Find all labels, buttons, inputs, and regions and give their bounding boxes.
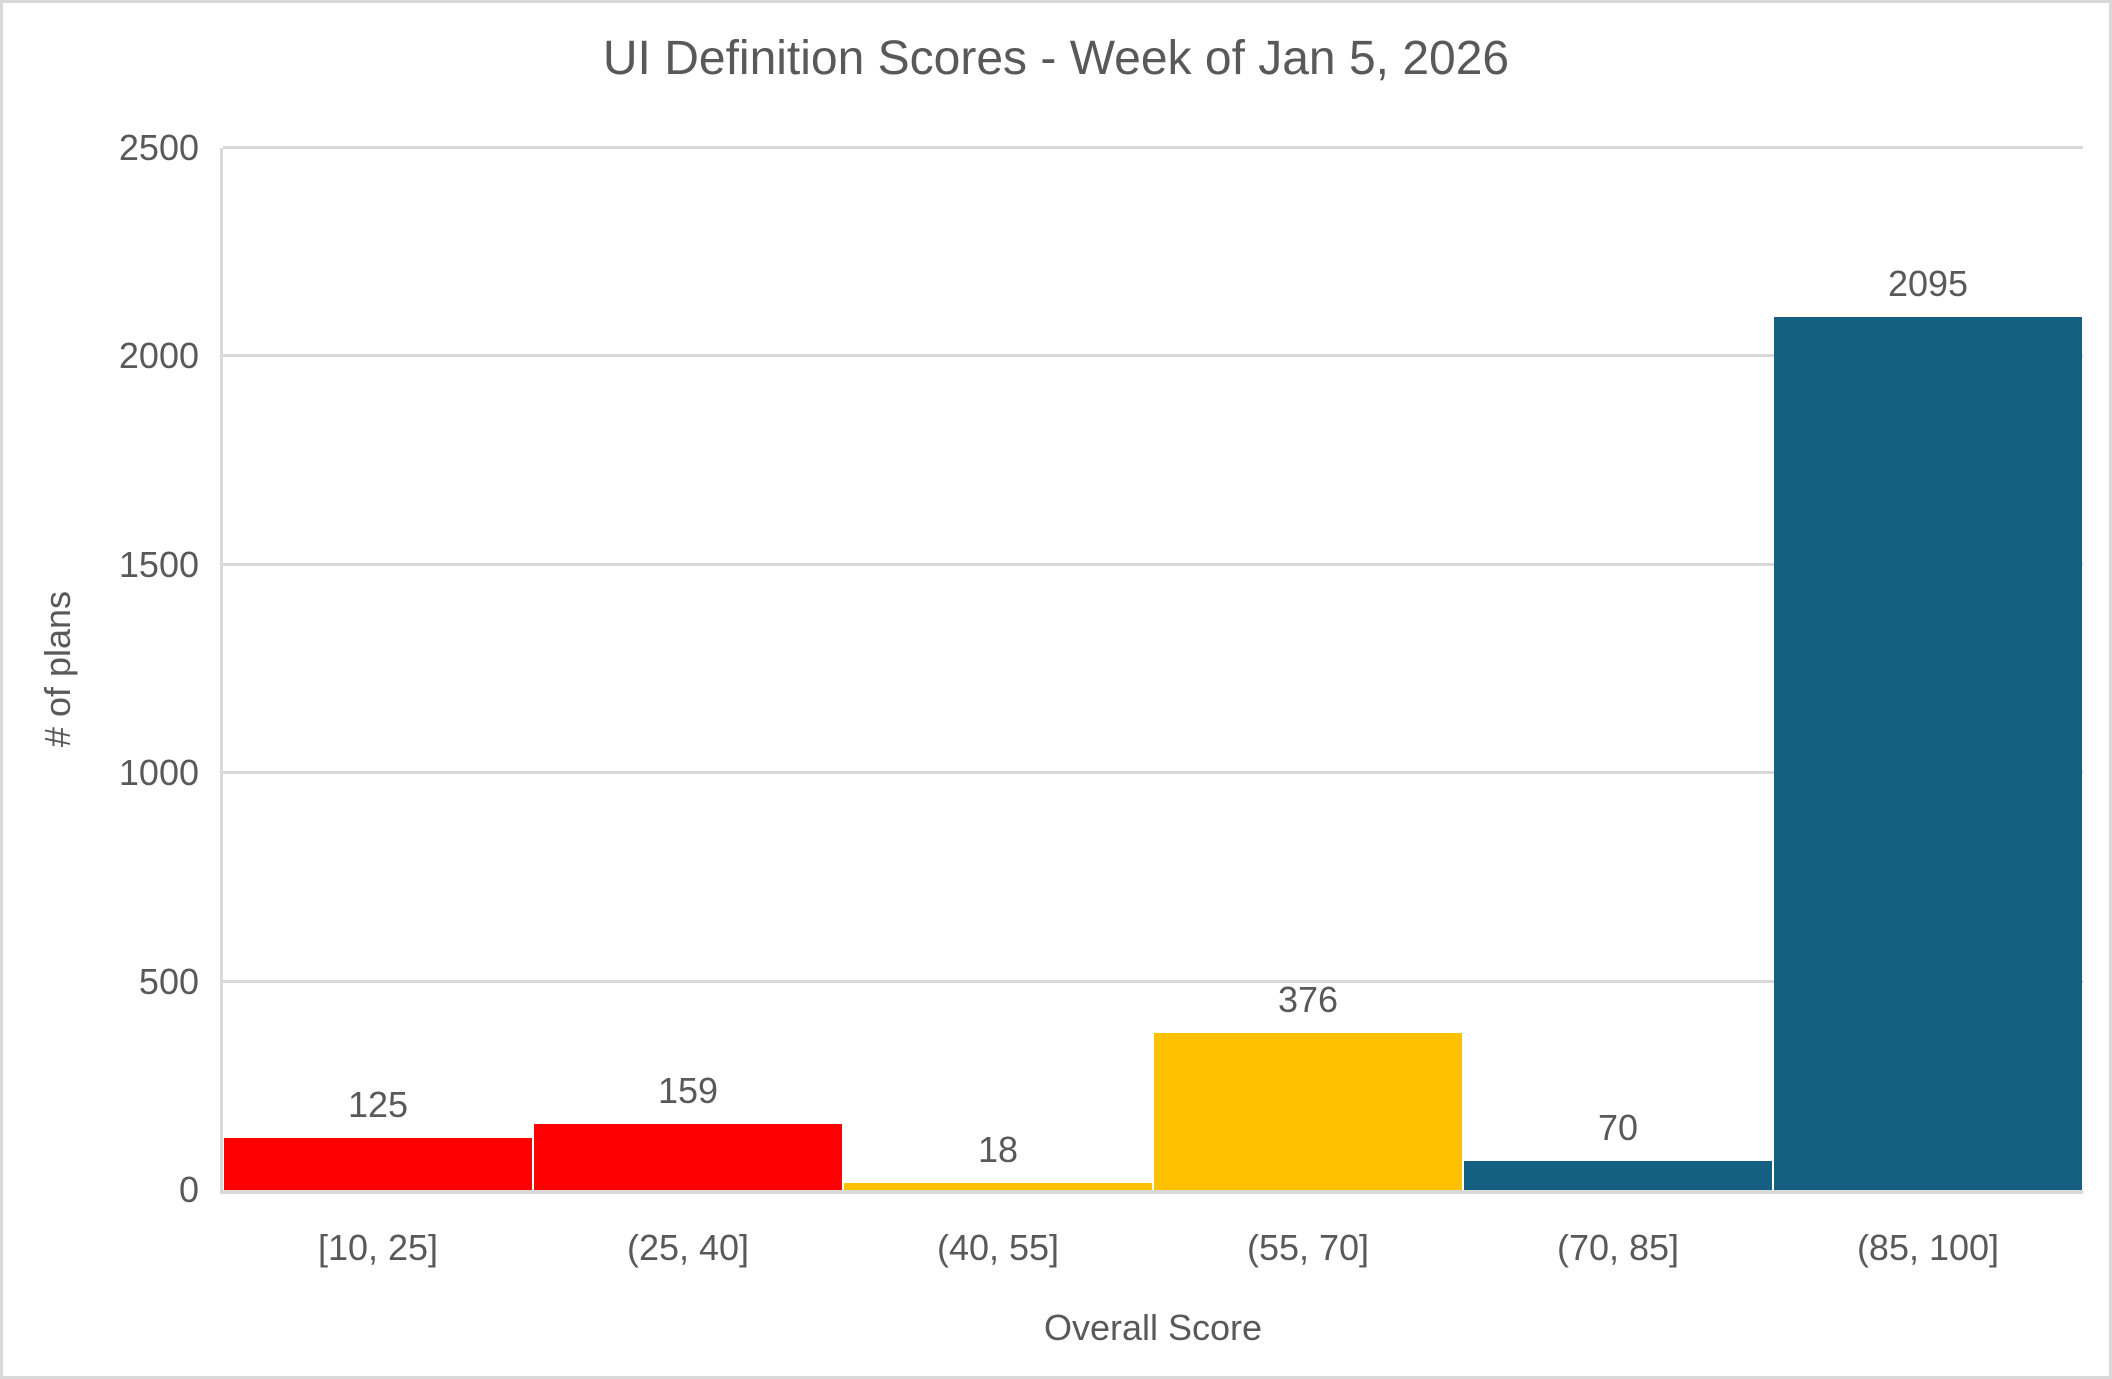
bar-(25, 40]	[534, 1123, 842, 1190]
x-tick-label: (25, 40]	[626, 1227, 750, 1268]
gridline-y-1500	[223, 562, 2083, 566]
gridline-y-2000	[223, 354, 2083, 358]
y-tick-label: 500	[138, 960, 199, 1002]
bar-data-label: 159	[657, 1069, 719, 1111]
bar-data-label: 376	[1277, 979, 1339, 1021]
bar-[10, 25]	[224, 1137, 532, 1190]
x-tick-label: [10, 25]	[317, 1227, 439, 1268]
gridline-y-2500	[223, 146, 2083, 149]
x-tick-label: (55, 70]	[1246, 1227, 1370, 1268]
y-tick-label: 1000	[118, 752, 199, 794]
y-axis-title: # of plans	[37, 590, 78, 748]
bar-(85, 100]	[1774, 316, 2082, 1190]
x-tick-label: (70, 85]	[1556, 1227, 1680, 1268]
y-tick-label: 0	[178, 1169, 199, 1210]
bar-(55, 70]	[1154, 1033, 1462, 1190]
gridline-y-500	[223, 979, 2083, 983]
x-axis-title: Overall Score	[1043, 1307, 1263, 1348]
bar-(70, 85]	[1464, 1160, 1772, 1190]
y-tick-label: 2000	[118, 335, 199, 377]
bar-data-label: 70	[1597, 1106, 1639, 1148]
gridline-y-1000	[223, 771, 2083, 775]
plot-area: 125 159 18 376 70 2095	[220, 146, 2083, 1194]
x-tick-label: (40, 55]	[936, 1227, 1060, 1268]
bar-data-label: 18	[977, 1128, 1019, 1170]
bar-data-label: 125	[347, 1083, 409, 1125]
y-tick-label: 1500	[118, 543, 199, 585]
bar-(40, 55]	[844, 1182, 1152, 1190]
bar-data-label: 2095	[1887, 262, 1969, 304]
y-tick-label: 2500	[118, 127, 199, 168]
chart-title: UI Definition Scores - Week of Jan 5, 20…	[602, 32, 1510, 85]
x-tick-label: (85, 100]	[1856, 1227, 2000, 1268]
